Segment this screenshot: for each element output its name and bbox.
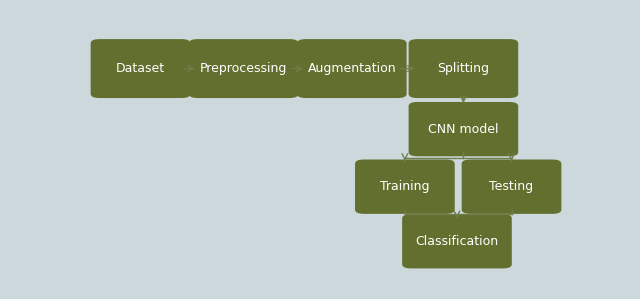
Text: Splitting: Splitting: [437, 62, 490, 75]
Text: Preprocessing: Preprocessing: [200, 62, 287, 75]
Text: Classification: Classification: [415, 235, 499, 248]
Text: Dataset: Dataset: [116, 62, 165, 75]
FancyBboxPatch shape: [408, 39, 518, 98]
Text: Testing: Testing: [490, 180, 534, 193]
FancyBboxPatch shape: [402, 214, 512, 269]
FancyBboxPatch shape: [91, 39, 190, 98]
FancyBboxPatch shape: [189, 39, 298, 98]
FancyBboxPatch shape: [355, 159, 455, 214]
Text: CNN model: CNN model: [428, 123, 499, 136]
FancyBboxPatch shape: [461, 159, 561, 214]
Text: Training: Training: [380, 180, 429, 193]
FancyBboxPatch shape: [408, 102, 518, 156]
Text: Augmentation: Augmentation: [307, 62, 396, 75]
FancyBboxPatch shape: [297, 39, 406, 98]
